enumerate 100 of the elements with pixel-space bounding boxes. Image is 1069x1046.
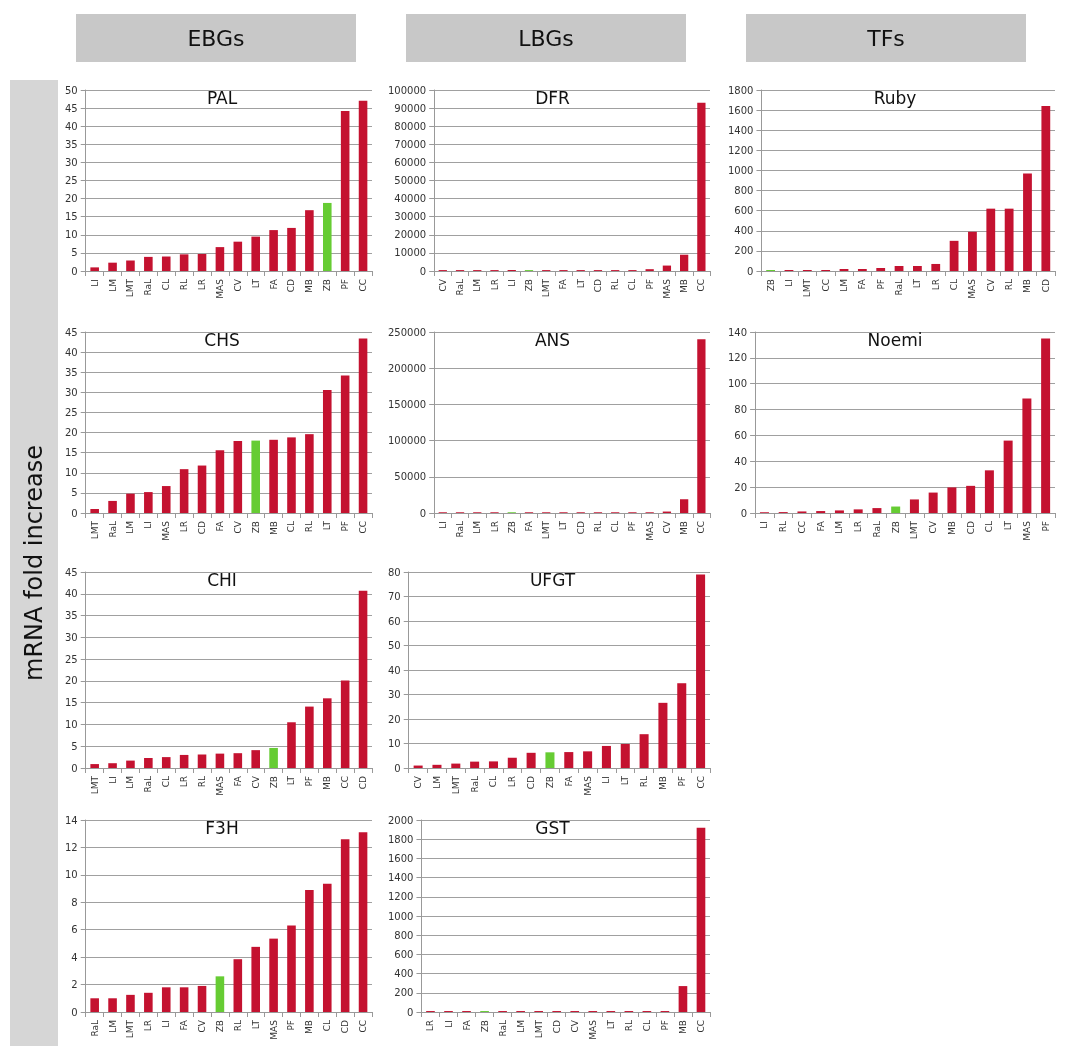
x-tick-label: CC bbox=[358, 279, 369, 292]
chart-title: ANS bbox=[534, 329, 571, 350]
x-tick-label: CL bbox=[610, 521, 621, 533]
x-tick-label: LM bbox=[515, 1020, 526, 1033]
x-tick-label: LI bbox=[437, 521, 448, 529]
x-tick-label: MAS bbox=[967, 278, 978, 299]
x-tick-label: LM bbox=[431, 776, 442, 789]
x-tick-label: PF bbox=[286, 1020, 297, 1031]
x-tick-label: LT bbox=[1003, 520, 1014, 531]
x-tick-label: LI bbox=[161, 1020, 172, 1028]
x-tick-label: LT bbox=[558, 520, 569, 531]
y-tick-label: 40 bbox=[64, 120, 78, 132]
y-tick-label: 40 bbox=[387, 664, 401, 676]
bar bbox=[984, 470, 994, 513]
bar bbox=[161, 987, 171, 1012]
x-tick-label: CC bbox=[695, 1020, 706, 1033]
bar bbox=[126, 760, 135, 768]
y-tick-label: 800 bbox=[734, 185, 754, 197]
chart-title: F3H bbox=[205, 817, 239, 838]
x-tick-label: CL bbox=[322, 1020, 333, 1032]
x-tick-label: CD bbox=[340, 1019, 351, 1034]
y-tick-label: 70 bbox=[387, 591, 401, 602]
x-tick-label: LR bbox=[179, 776, 190, 788]
y-tick-label: 50000 bbox=[394, 471, 427, 483]
bar bbox=[322, 883, 332, 1012]
x-tick-label: CD bbox=[358, 775, 369, 790]
y-tick-label: 5 bbox=[71, 247, 78, 259]
x-tick-label: LI bbox=[143, 521, 154, 529]
bar bbox=[161, 256, 171, 271]
x-tick-label: RL bbox=[179, 279, 190, 291]
y-tick-label: 0 bbox=[419, 265, 427, 277]
x-tick-label: CD bbox=[575, 520, 586, 535]
x-tick-label: LR bbox=[143, 1020, 154, 1032]
y-tick-label: 10 bbox=[64, 229, 78, 241]
x-tick-label: CV bbox=[661, 520, 672, 534]
bar bbox=[340, 839, 350, 1012]
x-tick-label: LT bbox=[575, 278, 586, 289]
chart-title: DFR bbox=[535, 87, 571, 108]
x-tick-label: MAS bbox=[644, 520, 655, 541]
x-tick-label: ZB bbox=[506, 521, 517, 534]
y-tick-label: 1400 bbox=[388, 872, 414, 884]
x-tick-label: CV bbox=[928, 520, 939, 534]
x-tick-label: ZB bbox=[250, 521, 261, 534]
y-tick-label: 25 bbox=[64, 175, 78, 186]
x-tick-label: ZB bbox=[523, 279, 534, 292]
bar bbox=[639, 734, 649, 768]
y-tick-label: 10 bbox=[64, 718, 78, 730]
y-tick-label: 35 bbox=[64, 366, 78, 378]
x-tick-label: CV bbox=[437, 278, 448, 292]
x-tick-label: RL bbox=[610, 279, 621, 291]
x-tick-label: CD bbox=[592, 278, 603, 293]
y-tick-label: 600 bbox=[394, 948, 414, 960]
x-tick-label: LI bbox=[89, 279, 100, 287]
y-tick-label: 200000 bbox=[387, 362, 427, 374]
text: LBGs bbox=[406, 14, 686, 62]
y-tick-label: 60 bbox=[734, 429, 748, 441]
bar bbox=[144, 992, 153, 1012]
x-tick-label: CD bbox=[197, 520, 208, 535]
bar bbox=[197, 465, 207, 513]
bar bbox=[269, 747, 278, 768]
x-tick-label: LT bbox=[250, 1019, 261, 1030]
bar bbox=[340, 680, 350, 768]
bar bbox=[432, 764, 442, 768]
x-tick-label: LM bbox=[107, 279, 118, 292]
y-tick-label: 0 bbox=[747, 265, 754, 277]
bar bbox=[697, 102, 706, 271]
x-tick-label: RaL bbox=[143, 279, 154, 296]
x-tick-label: LM bbox=[834, 521, 845, 534]
bar bbox=[108, 763, 117, 768]
x-tick-label: MB bbox=[677, 1020, 688, 1034]
bar bbox=[108, 500, 117, 513]
x-tick-label: MB bbox=[946, 521, 957, 535]
bar bbox=[507, 757, 517, 768]
x-tick-label: MAS bbox=[214, 775, 225, 796]
x-tick-label: LR bbox=[507, 776, 518, 788]
bar bbox=[287, 227, 296, 271]
x-tick-label: MAS bbox=[214, 278, 225, 299]
y-tick-label: 200 bbox=[734, 245, 754, 257]
bar bbox=[179, 754, 189, 768]
x-tick-label: PF bbox=[1040, 521, 1051, 532]
x-tick-label: CV bbox=[232, 520, 243, 534]
bar bbox=[108, 262, 117, 271]
x-tick-label: LI bbox=[107, 776, 118, 784]
chart-title: GST bbox=[535, 817, 571, 838]
bar bbox=[269, 230, 278, 271]
x-tick-label: ZB bbox=[544, 776, 555, 789]
bar bbox=[197, 253, 207, 271]
x-tick-label: LR bbox=[853, 521, 864, 533]
x-tick-label: LT bbox=[250, 278, 261, 289]
y-tick-label: 40 bbox=[734, 455, 748, 467]
bar bbox=[583, 751, 593, 768]
y-tick-label: 50000 bbox=[394, 175, 427, 186]
x-tick-label: RL bbox=[232, 1020, 243, 1032]
bar bbox=[305, 706, 314, 768]
bar bbox=[857, 268, 867, 271]
x-tick-label: CV bbox=[232, 278, 243, 292]
x-tick-label: LMT bbox=[909, 520, 920, 540]
x-tick-label: MAS bbox=[582, 775, 593, 796]
y-tick-label: 0 bbox=[740, 507, 748, 519]
chart-title: PAL bbox=[206, 87, 238, 108]
